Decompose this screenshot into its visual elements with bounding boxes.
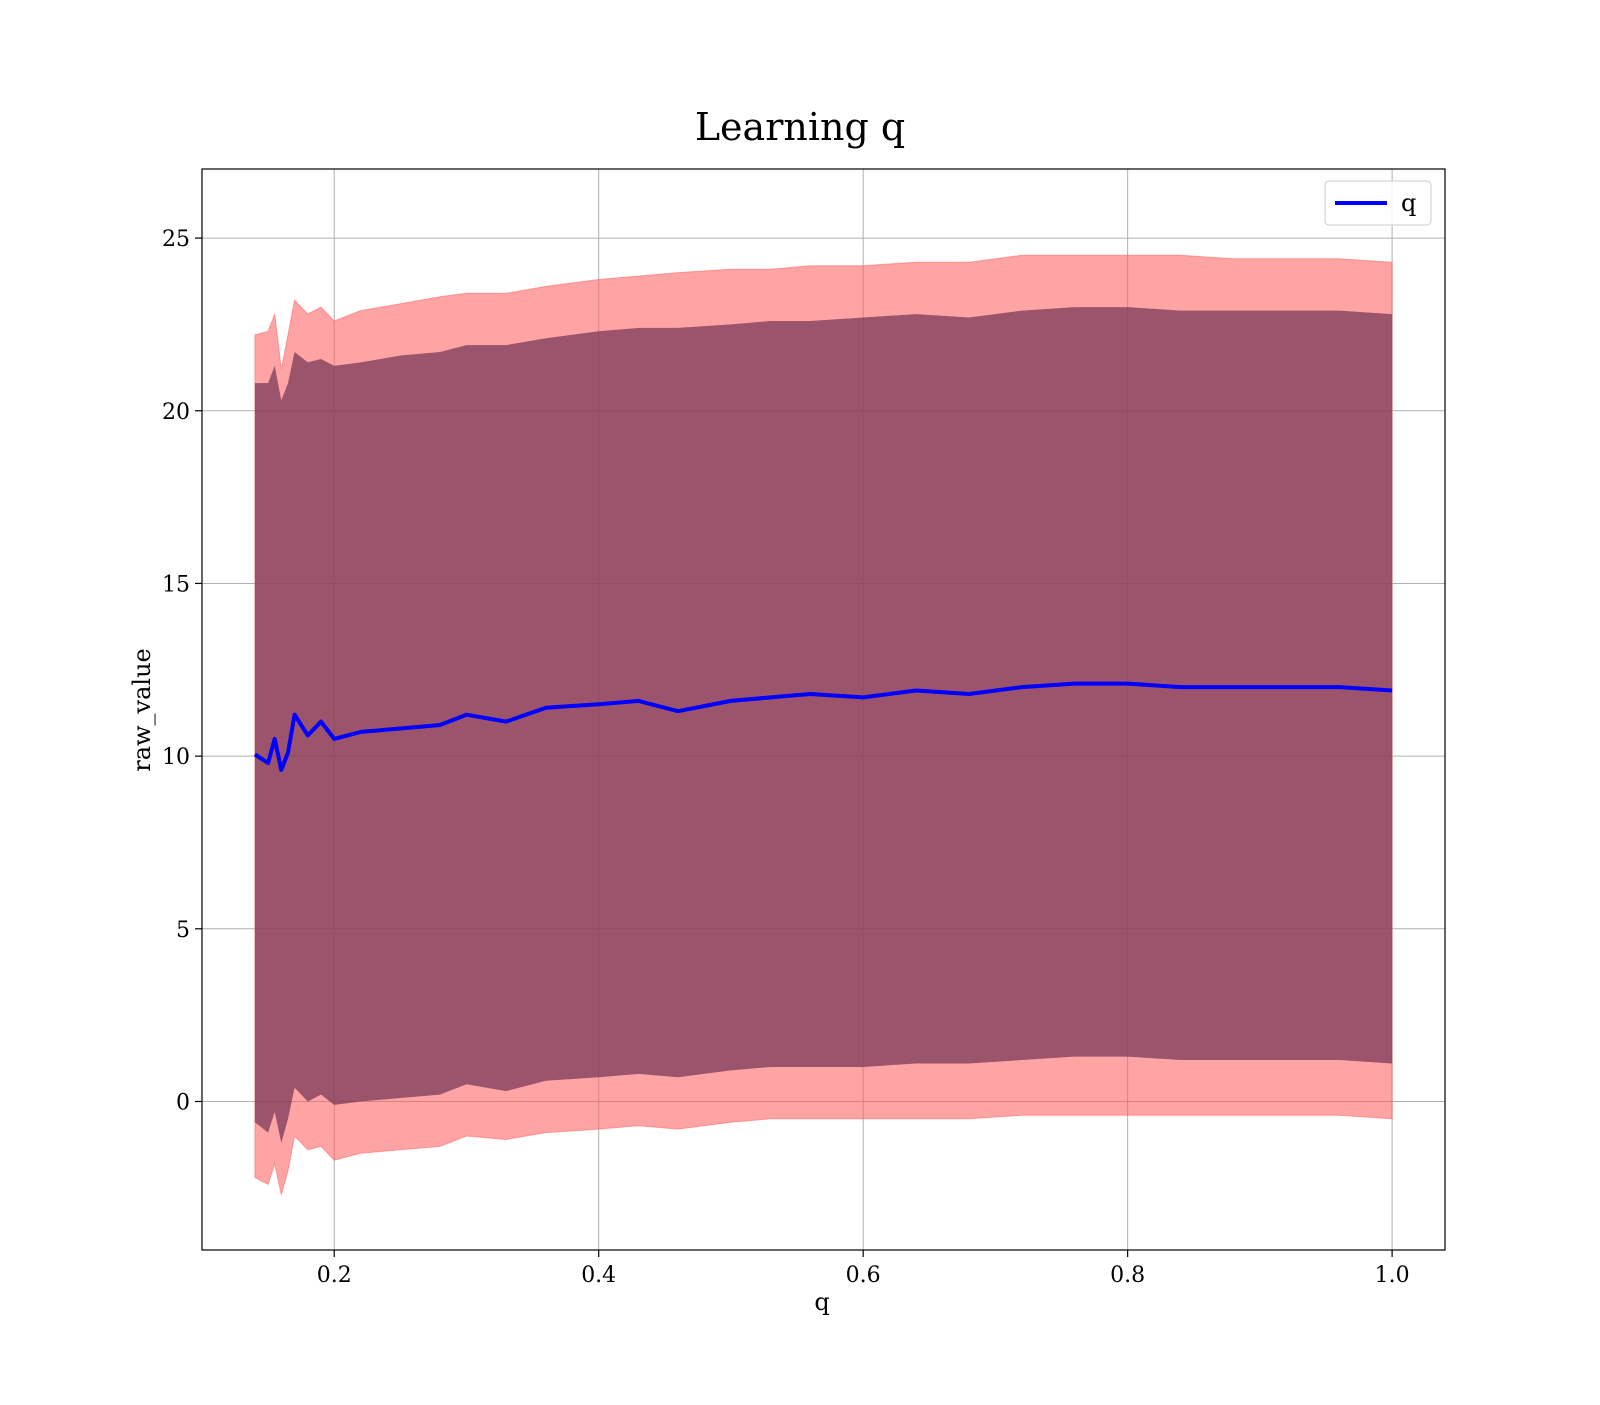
plot-frame: [201, 168, 1446, 1251]
x-tick-label-4: 1.0: [1375, 1263, 1410, 1288]
y-tick-label-2: 10: [162, 745, 190, 770]
y-tick-label-0: 0: [176, 1090, 190, 1115]
band-inner: [254, 307, 1393, 1143]
plot-area: 0.2 0.4 0.6 0.8 1.0 0 5 10 15 20 25 q: [162, 168, 1446, 1288]
x-tick-label-1: 0.4: [581, 1263, 616, 1288]
x-tick-label-3: 0.8: [1110, 1263, 1145, 1288]
y-tick-label-1: 5: [176, 918, 190, 943]
chart-title: Learning q: [695, 105, 905, 149]
y-tick-label-4: 20: [162, 400, 190, 425]
series-line-q: [253, 681, 1393, 772]
x-tick-label-0: 0.2: [317, 1263, 352, 1288]
y-axis-label: raw_value: [128, 648, 156, 772]
y-tick-label-5: 25: [162, 227, 190, 252]
y-tick-label-3: 15: [162, 572, 190, 597]
x-tick-label-2: 0.6: [846, 1263, 881, 1288]
x-axis-label: q: [814, 1288, 829, 1316]
legend-label-q: q: [1401, 189, 1416, 217]
